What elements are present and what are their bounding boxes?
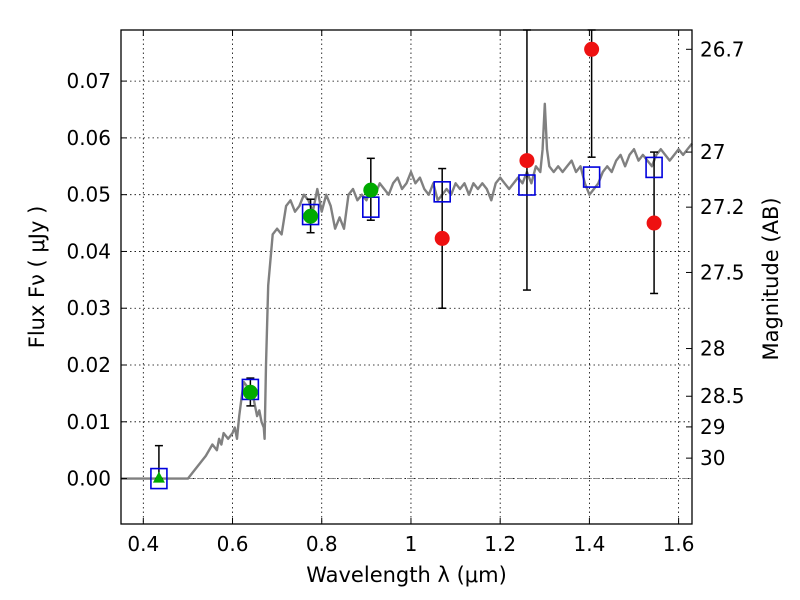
observed-flux-point [363,182,379,198]
y-tick-label: 0.03 [66,296,111,320]
y2-tick-label: 26.7 [700,37,745,61]
x-tick-label: 0.4 [127,532,159,556]
observed-flux-point [242,384,258,400]
y2-axis-label: Magnitude (AB) [759,197,783,360]
upper-limit-triangle [152,471,165,483]
observed-flux-point [303,208,319,224]
observed-flux-point [434,230,450,246]
x-tick-label: 0.6 [217,532,249,556]
data-markers [150,41,663,490]
y2-tick-label: 29 [700,415,725,439]
y-tick-label: 0.07 [66,69,111,93]
plot-frame [120,29,693,525]
axis-ticks [121,30,692,524]
x-tick-label: 1.4 [573,532,605,556]
y-tick-label: 0.04 [66,239,111,263]
model-flux-square [433,181,451,203]
tick-labels: 0.4 0.6 0.8 1 1.2 1.4 1.6 0.00 0.01 0.02 0.03 0.04 0… [66,37,744,556]
y-tick-label: 0.05 [66,183,111,207]
y2-tick-label: 28 [700,337,725,361]
x-tick-label: 0.8 [306,532,338,556]
error-bars [154,29,659,480]
y-tick-label: 0.02 [66,353,111,377]
observed-flux-point [584,41,600,57]
observed-flux-point [646,215,662,231]
x-tick-label: 1 [405,532,418,556]
x-tick-label: 1.2 [484,532,516,556]
y2-tick-label: 27.2 [700,195,745,219]
x-tick-label: 1.6 [663,532,695,556]
model-flux-square [582,166,601,188]
y-tick-label: 0.06 [66,126,111,150]
model-flux-square [645,156,663,179]
model-spectrum [121,102,693,480]
model-spectrum-line [121,102,693,480]
model-flux-square [301,203,320,226]
y-tick-label: 0.01 [66,410,111,434]
model-flux-square [518,174,536,196]
model-flux-square [150,467,168,490]
y-tick-label: 0.00 [66,467,111,491]
y-axis-label: Flux Fν ( μJy ) [25,206,49,349]
y2-tick-label: 28.5 [700,384,745,408]
observed-flux-point [519,153,535,169]
y2-tick-label: 30 [700,446,725,470]
y2-tick-label: 27 [700,140,725,164]
x-axis-label: Wavelength λ (μm) [306,563,507,587]
y2-tick-label: 27.5 [700,260,745,284]
grid-lines [121,30,692,524]
